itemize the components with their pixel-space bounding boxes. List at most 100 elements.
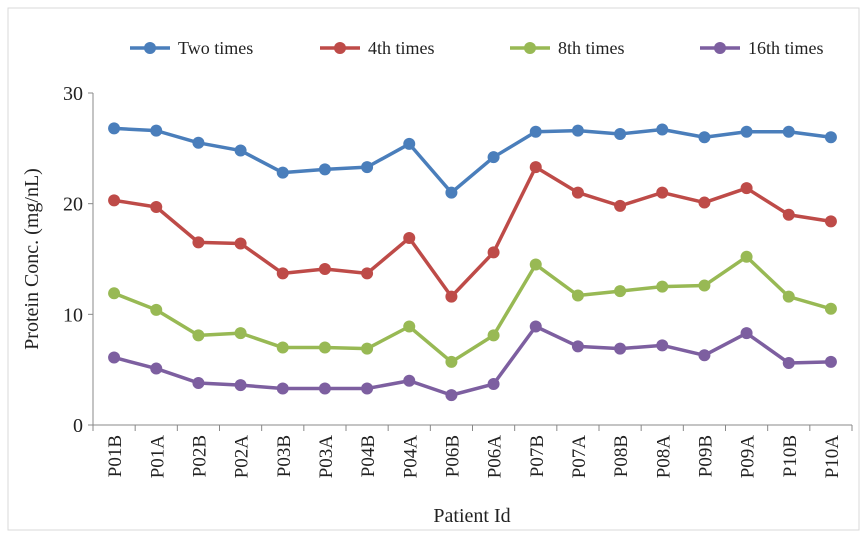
data-point xyxy=(403,231,416,244)
data-point xyxy=(192,329,205,342)
data-point xyxy=(445,389,458,402)
data-point xyxy=(276,166,289,179)
data-point xyxy=(698,196,711,209)
data-point xyxy=(403,374,416,387)
data-point xyxy=(782,290,795,303)
y-tick-label: 30 xyxy=(63,83,83,105)
data-point xyxy=(782,125,795,138)
data-point xyxy=(234,379,247,392)
legend-marker xyxy=(524,42,536,54)
x-tick-label: P01B xyxy=(105,435,126,477)
data-point xyxy=(150,303,163,316)
data-point xyxy=(276,341,289,354)
series-line xyxy=(113,165,832,299)
data-point xyxy=(192,136,205,149)
data-point xyxy=(698,349,711,362)
data-point xyxy=(150,362,163,375)
data-point xyxy=(487,246,500,259)
data-point xyxy=(740,250,753,263)
data-point xyxy=(656,123,669,136)
data-point xyxy=(403,137,416,150)
x-tick-label: P06A xyxy=(485,435,506,479)
y-tick-label: 0 xyxy=(73,415,83,437)
data-point xyxy=(529,161,542,174)
y-axis-title: Protein Conc. (mg/nL) xyxy=(21,168,43,350)
legend-marker xyxy=(714,42,726,54)
data-point xyxy=(614,342,627,355)
series-line xyxy=(113,255,832,364)
y-tick-label: 20 xyxy=(63,194,83,216)
data-point xyxy=(276,267,289,280)
data-point xyxy=(318,262,331,275)
data-point xyxy=(656,339,669,352)
x-tick-label: P10B xyxy=(780,435,801,477)
data-point xyxy=(361,161,374,174)
data-point xyxy=(740,327,753,340)
legend-label: 4th times xyxy=(368,38,435,58)
data-point xyxy=(571,289,584,302)
data-point xyxy=(361,267,374,280)
series-line xyxy=(113,126,832,195)
x-tick-label: P04A xyxy=(400,435,421,479)
x-tick-label: P07A xyxy=(569,435,590,479)
legend-label: 8th times xyxy=(558,38,625,58)
x-tick-label: P10A xyxy=(822,435,843,479)
data-point xyxy=(487,378,500,391)
x-tick-label: P06B xyxy=(442,435,463,477)
data-point xyxy=(403,320,416,333)
data-point xyxy=(150,124,163,137)
x-tick-label: P07B xyxy=(527,435,548,477)
data-point xyxy=(698,279,711,292)
x-tick-label: P02B xyxy=(189,435,210,477)
data-point xyxy=(108,194,121,207)
data-point xyxy=(656,280,669,293)
data-point xyxy=(614,127,627,140)
series-line xyxy=(113,324,831,397)
data-point xyxy=(150,200,163,213)
x-tick-label: P08A xyxy=(653,435,674,479)
data-point xyxy=(824,355,837,368)
legend-label: Two times xyxy=(178,38,253,58)
data-point xyxy=(108,287,121,300)
data-point xyxy=(656,186,669,199)
data-point xyxy=(614,285,627,298)
legend-label: 16th times xyxy=(748,38,824,58)
y-tick-label: 10 xyxy=(63,304,83,326)
data-point xyxy=(445,186,458,199)
data-point xyxy=(318,341,331,354)
data-point xyxy=(318,163,331,176)
x-tick-label: P03B xyxy=(274,435,295,477)
data-point xyxy=(529,125,542,138)
x-tick-label: P04B xyxy=(358,435,379,477)
data-point xyxy=(571,186,584,199)
data-point xyxy=(571,124,584,137)
x-tick-label: P09B xyxy=(695,435,716,477)
data-point xyxy=(318,382,331,395)
data-point xyxy=(445,290,458,303)
data-point xyxy=(487,151,500,164)
data-point xyxy=(445,355,458,368)
x-tick-label: P09A xyxy=(738,435,759,479)
x-tick-label: P03A xyxy=(316,435,337,479)
data-point xyxy=(824,215,837,228)
x-tick-label: P08B xyxy=(611,435,632,477)
data-point xyxy=(192,236,205,249)
data-point xyxy=(824,131,837,144)
data-point xyxy=(108,122,121,135)
data-point xyxy=(782,208,795,221)
data-point xyxy=(824,302,837,315)
data-point xyxy=(192,376,205,389)
data-point xyxy=(529,320,542,333)
data-point xyxy=(614,199,627,212)
data-point xyxy=(740,182,753,195)
data-point xyxy=(487,329,500,342)
data-point xyxy=(234,237,247,250)
data-point xyxy=(234,144,247,157)
data-point xyxy=(571,340,584,353)
data-point xyxy=(361,382,374,395)
data-point xyxy=(529,258,542,271)
data-point xyxy=(782,357,795,370)
data-point xyxy=(234,327,247,340)
legend-marker xyxy=(334,42,346,54)
